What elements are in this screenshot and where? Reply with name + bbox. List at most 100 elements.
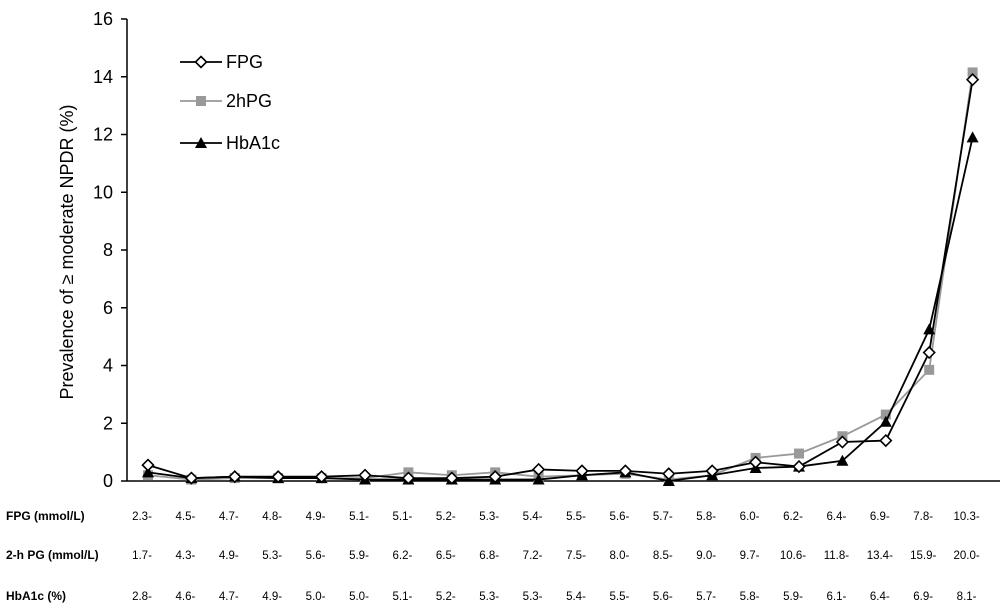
category-label: 13.4- [867,550,893,562]
category-label: 6.2- [392,550,412,562]
data-point-fpg [401,471,416,485]
category-row-title: HbA1c (%) [6,589,66,603]
series-line-fpg [147,79,974,480]
category-label: 5.7- [653,511,673,523]
category-rows: FPG (mmol/L) 2.3- 4.5- 4.7- 4.8- 4.9- 5.1- 5.1-… [6,509,980,603]
data-point-fpg [271,470,285,484]
y-tick-label: 4 [103,356,113,376]
category-label: 4.8- [262,511,282,523]
category-row: HbA1c (%) 2.8- 4.6- 4.7- 4.9- 5.0- 5.0- 5.1- 5.2… [6,589,977,603]
category-label: 5.3- [523,591,543,603]
category-label: 5.3- [479,511,499,523]
category-label: 9.0- [696,550,716,562]
series-layer [141,67,980,486]
category-label: 5.3- [479,591,499,603]
category-label: 5.3- [262,550,282,562]
data-point-fpg [618,464,633,478]
series-hba1c [142,131,979,486]
category-label: 10.6- [780,550,806,562]
category-label: 4.9- [262,591,282,603]
category-label: 9.7- [740,550,760,562]
data-point-fpg [314,470,329,484]
data-point-fpg [965,73,980,87]
series-2hpg [143,67,978,485]
category-label: 5.8- [696,511,716,523]
category-label: 5.2- [436,591,456,603]
category-label: 6.5- [436,550,456,562]
data-point-fpg [141,458,155,472]
category-label: 7.5- [566,550,586,562]
data-point-hba1c [662,475,675,486]
data-point-hba1c [532,473,545,485]
y-tick-label: 16 [93,9,113,29]
data-point-hba1c [966,131,979,143]
category-label: 6.2- [783,511,803,523]
category-label: 4.9- [306,511,326,523]
legend-item-fpg: FPG [180,52,263,72]
category-label: 5.7- [696,591,716,603]
legend-marker-2hpg [196,96,206,106]
category-label: 4.6- [175,591,195,603]
category-label: 6.1- [826,591,846,603]
data-point-fpg [792,459,806,474]
y-tick-label: 6 [103,298,113,318]
data-point-2hpg [967,67,978,78]
category-label: 8.0- [609,550,629,562]
category-row-title: 2-h PG (mmol/L) [6,548,99,562]
data-point-fpg [445,471,459,485]
category-label: 7.8- [913,511,933,523]
legend-marker-fpg [194,55,208,69]
data-point-fpg [228,470,242,484]
category-label: 5.1- [349,511,369,523]
data-point-hba1c [879,415,892,427]
series-line-hba1c [147,137,974,482]
category-row-title: FPG (mmol/L) [6,509,85,523]
category-label: 5.4- [523,511,543,523]
category-label: 11.8- [824,550,850,562]
data-point-2hpg [880,409,891,420]
category-label: 6.9- [870,511,890,523]
data-point-fpg [922,345,936,360]
category-label: 4.7- [219,511,239,523]
y-axis-label: Prevalence of ≥ moderate NPDR (%) [57,105,77,400]
data-point-fpg [662,467,676,481]
category-label: 5.1- [392,591,412,603]
y-tick-label: 0 [103,471,113,491]
legend-item-hba1c: HbA1c [180,133,280,153]
legend-label-2hpg: 2hPG [226,91,272,111]
data-point-2hpg [794,448,804,459]
series-fpg [141,73,980,485]
y-tick-label: 12 [93,125,113,145]
data-point-2hpg [924,364,935,375]
category-label: 6.9- [913,591,933,603]
legend-item-2hpg: 2hPG [180,91,272,111]
category-label: 5.0- [349,591,369,603]
category-label: 5.1- [392,511,412,523]
data-point-fpg [835,435,850,449]
category-label: 6.4- [870,591,890,603]
y-tick-label: 8 [103,240,113,260]
category-label: 2.8- [132,591,152,603]
category-label: 4.3- [175,550,195,562]
data-point-fpg [575,464,589,478]
category-label: 8.5- [653,550,673,562]
legend-marker-hba1c [195,137,207,148]
category-label: 5.6- [609,511,629,523]
data-point-hba1c [836,454,849,466]
category-label: 10.3- [953,511,979,523]
category-label: 5.4- [566,591,586,603]
category-label: 8.1- [957,591,977,603]
category-label: 4.9- [219,550,239,562]
category-label: 4.5- [175,511,195,523]
y-tick-label: 10 [93,182,113,202]
category-label: 5.0- [306,591,326,603]
data-point-fpg [358,468,372,482]
category-label: 15.9- [910,550,936,562]
category-label: 2.3- [132,511,152,523]
y-ticks: 0 2 4 6 8 10 12 14 16 [93,9,127,491]
category-label: 20.0- [953,550,979,562]
category-row: 2-h PG (mmol/L) 1.7- 4.3- 4.9- 5.3- 5.6- 5.9- 6… [6,548,980,562]
category-label: 5.9- [783,591,803,603]
category-label: 5.6- [306,550,326,562]
